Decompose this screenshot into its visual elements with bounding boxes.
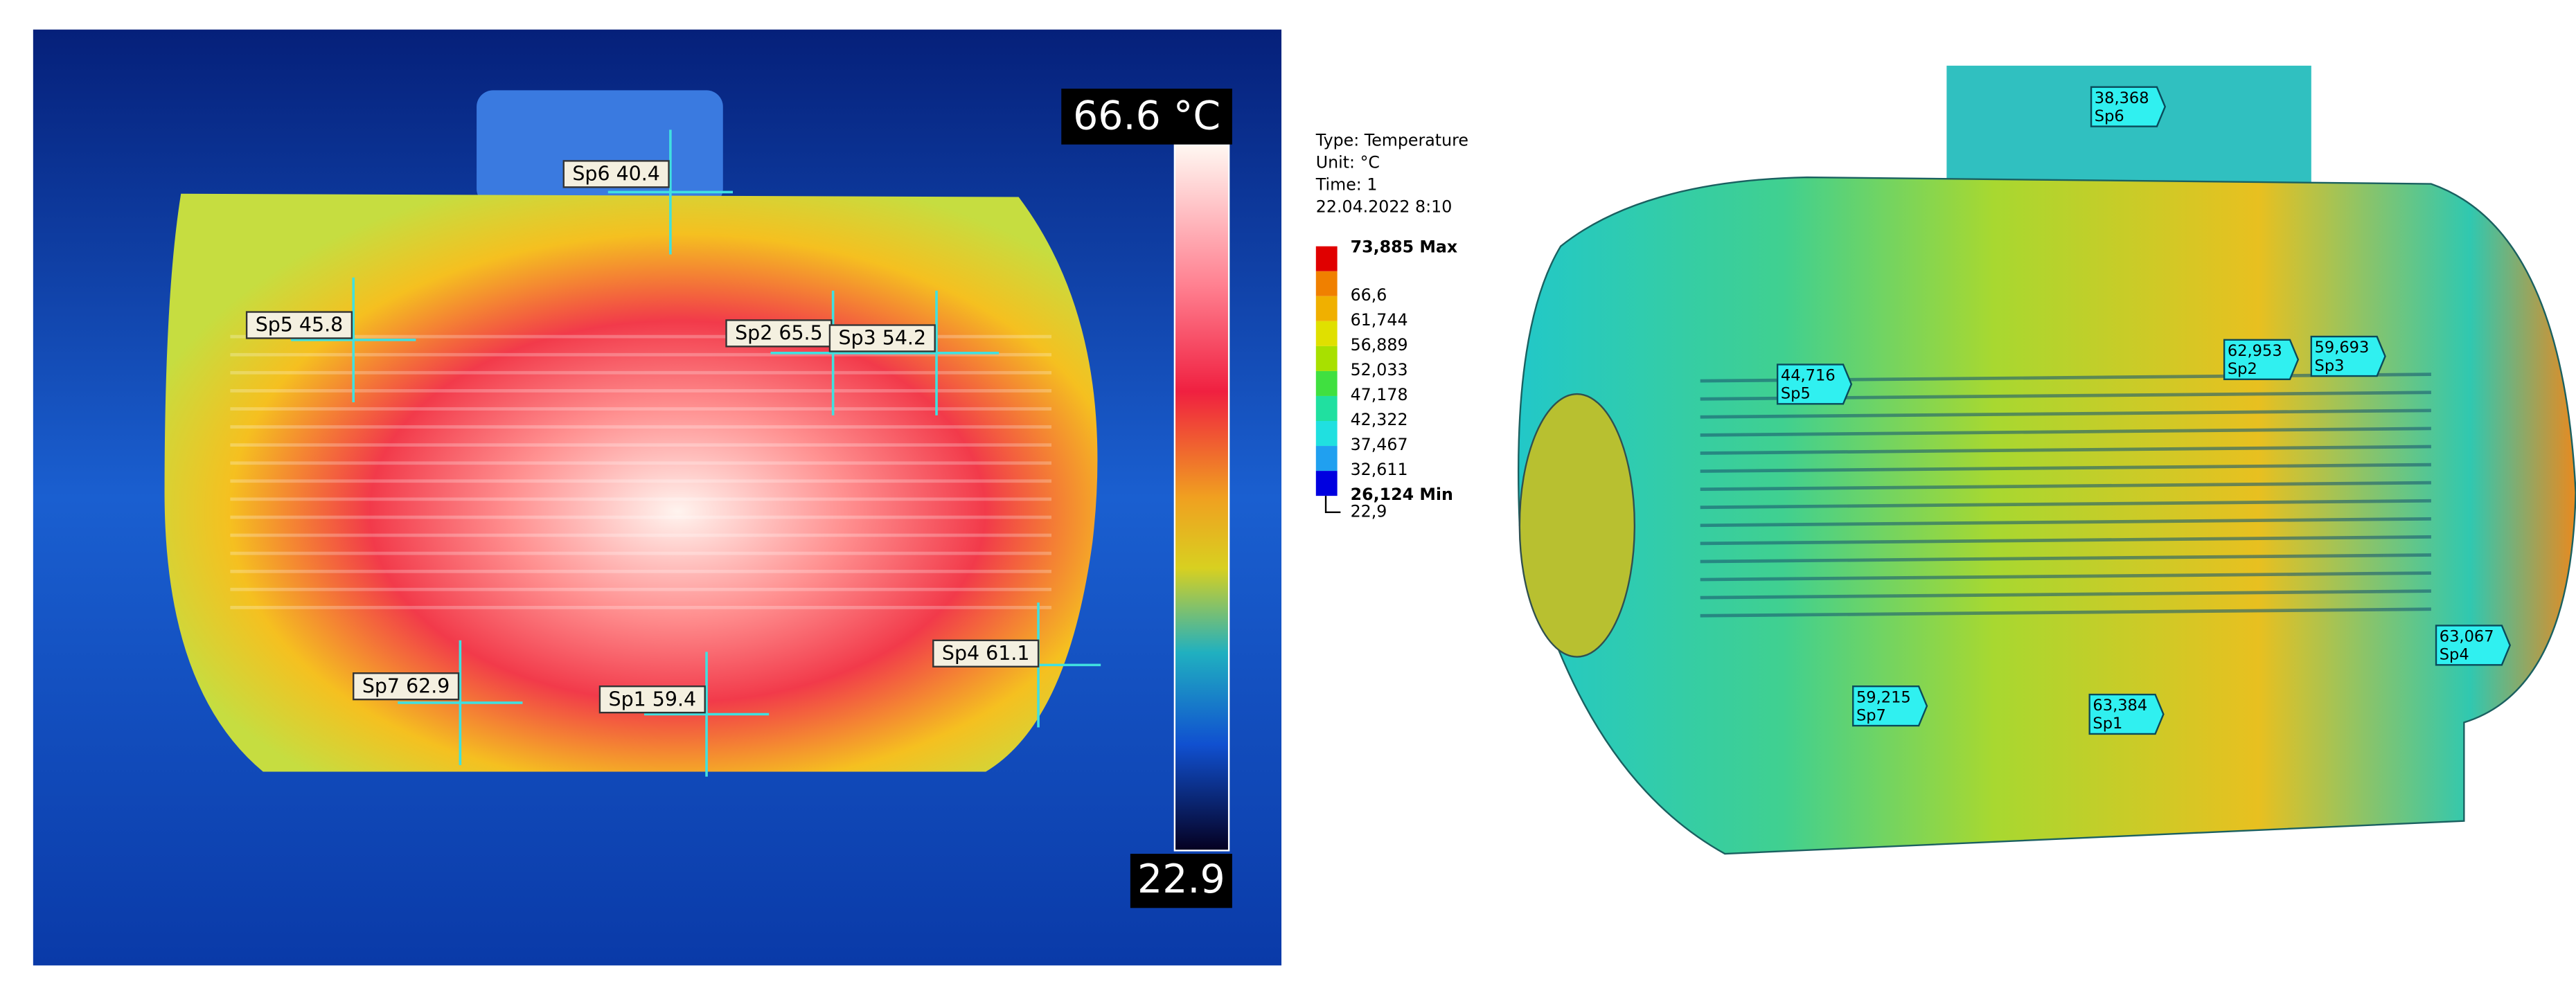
legend-label: 42,322 (1351, 410, 1408, 429)
legend-label: 56,889 (1351, 335, 1408, 355)
spot-box (932, 639, 1040, 667)
thermal-image: 66.6 °C 22.9 Sp6 40.4 Sp5 45.8 Sp2 65.5 Sp3… (33, 29, 1282, 966)
legend-swatch (1315, 395, 1338, 421)
probe-box (2310, 335, 2386, 377)
spot-label: Sp6 40.4 (572, 163, 660, 186)
info-line: Type: Temperature (1315, 130, 1468, 150)
fin (1700, 517, 2431, 528)
probe-value: 44,716 (1781, 367, 1836, 385)
legend-label: 61,744 (1351, 310, 1408, 330)
fin (1700, 463, 2431, 473)
info-line: Time: 1 (1315, 174, 1378, 194)
max-box (1061, 89, 1232, 145)
legend-swatch (1315, 420, 1338, 447)
probe-value: 63,384 (2093, 697, 2147, 715)
fins (1700, 373, 2431, 618)
legend-label: 37,467 (1351, 435, 1408, 454)
probe-value: 63,067 (2440, 628, 2494, 646)
spots: Sp6 40.4 Sp5 45.8 Sp2 65.5 Sp3 54.2 Sp4 61.1… (230, 129, 1101, 777)
probe-box (2435, 625, 2512, 666)
max-label: 66.6 °C (1073, 93, 1220, 138)
min-box (1130, 854, 1232, 908)
legend-swatch (1315, 246, 1338, 271)
probe-name: Sp4 (2440, 646, 2469, 664)
legend-label: 52,033 (1351, 360, 1408, 379)
legend-label: 26,124 Min (1351, 485, 1453, 504)
fin (1700, 499, 2431, 510)
spot-label: Sp1 59.4 (609, 688, 697, 710)
probe-box (2088, 693, 2165, 735)
probe-value: 62,953 (2228, 342, 2282, 360)
motor-body (1517, 176, 2576, 855)
spot-label: Sp4 61.1 (942, 642, 1030, 665)
fin (1700, 409, 2431, 419)
fin (1700, 535, 2431, 546)
spot-label: Sp2 65.5 (735, 322, 823, 345)
fin (1700, 571, 2431, 582)
spot-box (725, 319, 833, 348)
probe-value: 38,368 (2095, 89, 2149, 107)
legend-min-bracket (1324, 496, 1341, 514)
fin (1700, 553, 2431, 564)
spot-box (598, 685, 706, 714)
probe-box (1852, 685, 1928, 727)
min-label: 22.9 (1137, 857, 1225, 902)
spot-label: Sp5 45.8 (256, 314, 344, 337)
spot-box (828, 324, 936, 352)
legend-swatch (1315, 471, 1338, 496)
legend-swatch (1315, 370, 1338, 396)
legend-label: 47,178 (1351, 385, 1408, 404)
probe-value: 59,693 (2315, 339, 2370, 357)
legend-label: 66,6 (1351, 285, 1387, 305)
legend-swatch (1315, 271, 1338, 296)
probe-box (2090, 86, 2167, 127)
spot-box (562, 160, 670, 188)
fin (1700, 589, 2431, 600)
probe-name: Sp5 (1781, 385, 1811, 403)
probe-name: Sp2 (2228, 360, 2257, 378)
info-line: Unit: °C (1316, 152, 1380, 172)
probe-name: Sp7 (1856, 706, 1886, 724)
probe-name: Sp1 (2093, 715, 2122, 733)
fan-end (1518, 393, 1636, 658)
fin (1700, 427, 2431, 437)
legend-swatch (1315, 321, 1338, 346)
probe-box (1776, 364, 1853, 405)
legend-swatch (1315, 446, 1338, 472)
legend-swatch (1315, 346, 1338, 371)
legend-label: 32,611 (1351, 460, 1408, 479)
probe-box (2223, 339, 2300, 380)
legend-min: 22,9 (1351, 501, 1387, 521)
spot-box (353, 672, 460, 701)
fin (1700, 607, 2431, 618)
fin (1700, 481, 2431, 492)
spot-box (245, 311, 353, 339)
info-line: 22.04.2022 8:10 (1316, 197, 1452, 216)
probe-value: 59,215 (1856, 688, 1911, 706)
probe-name: Sp6 (2095, 107, 2124, 125)
color-scale (1173, 143, 1230, 852)
legend-swatch (1315, 296, 1338, 321)
legend-label: 73,885 Max (1351, 237, 1458, 257)
fin (1700, 445, 2431, 455)
spot-label: Sp7 62.9 (362, 674, 450, 697)
spot-label: Sp3 54.2 (839, 327, 927, 350)
probe-name: Sp3 (2315, 357, 2345, 375)
